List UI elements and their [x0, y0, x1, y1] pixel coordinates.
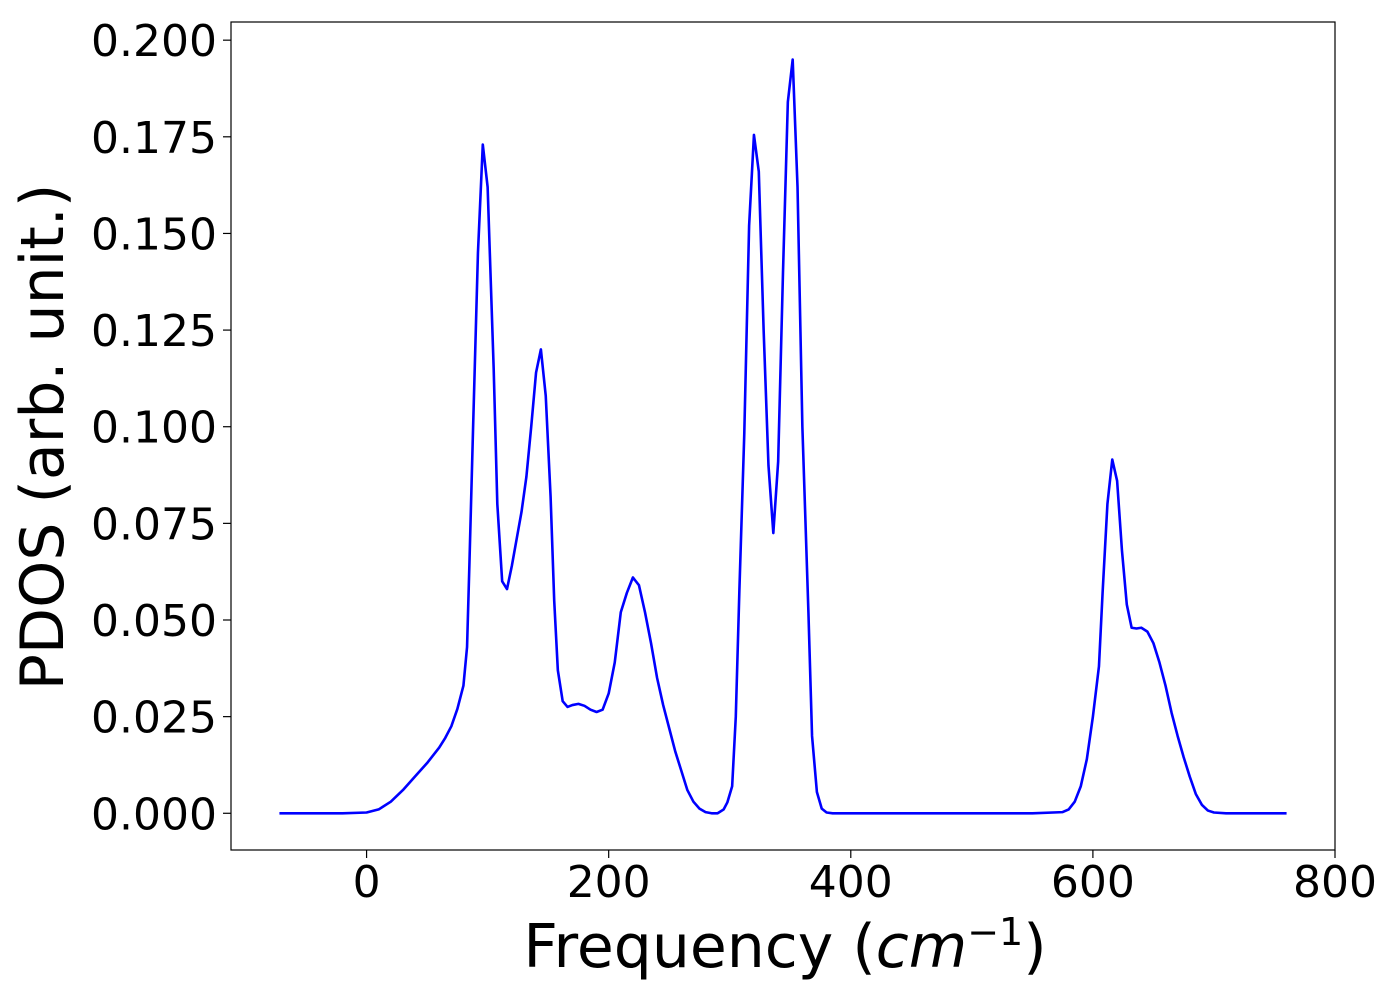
- x-tick-label: 200: [567, 857, 651, 908]
- pdos-series-line: [279, 58, 1287, 815]
- x-tick-label: 0: [353, 857, 381, 908]
- x-tick-label: 600: [1051, 857, 1135, 908]
- y-tick-label: 0.000: [91, 789, 217, 840]
- x-tick-label: 800: [1293, 857, 1377, 908]
- series-layer: [279, 58, 1287, 815]
- y-tick-label: 0.050: [91, 596, 217, 647]
- y-tick-label: 0.100: [91, 403, 217, 454]
- plot-frame: [230, 21, 1336, 851]
- y-tick-label: 0.025: [91, 693, 217, 744]
- y-tick-label: 0.075: [91, 499, 217, 550]
- y-tick-label: 0.150: [91, 209, 217, 260]
- y-tick-label: 0.175: [91, 113, 217, 164]
- x-tick-label: 400: [809, 857, 893, 908]
- y-axis: 0.000 0.025 0.050 0.075 0.100 0.125 0.150 0.175…: [91, 16, 231, 840]
- x-axis-title: Frequency (cm−1): [523, 910, 1046, 982]
- y-tick-label: 0.125: [91, 306, 217, 357]
- y-tick-label: 0.200: [91, 16, 217, 67]
- x-axis: 0 200 400 600 800: [353, 850, 1377, 908]
- y-axis-title: PDOS (arb. unit.): [8, 184, 78, 691]
